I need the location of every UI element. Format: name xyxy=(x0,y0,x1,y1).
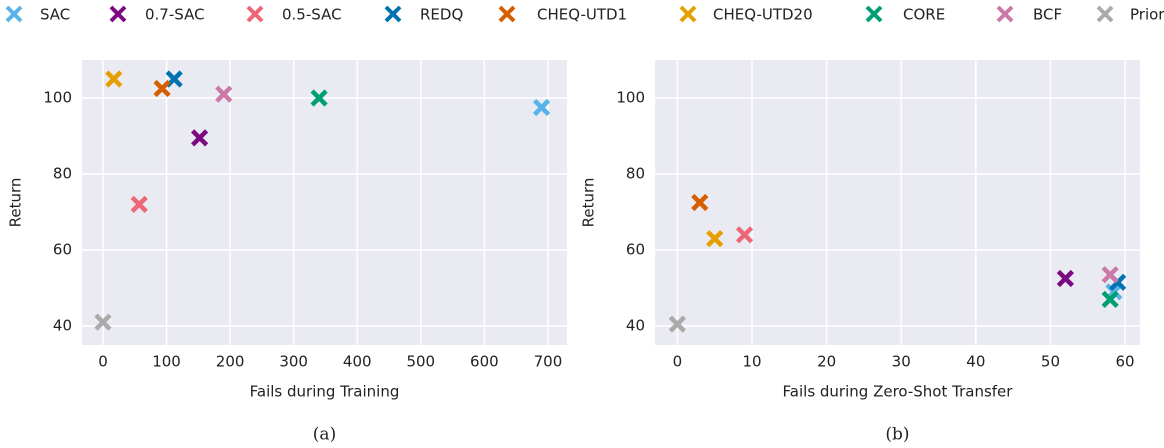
x-tick-label: 10 xyxy=(742,353,761,371)
point xyxy=(105,70,123,88)
caption: (a) xyxy=(313,425,336,445)
x-tick-label: 600 xyxy=(470,353,499,371)
legend-marker xyxy=(679,5,697,23)
legend-marker xyxy=(246,5,264,23)
point xyxy=(668,315,686,333)
point xyxy=(310,89,328,107)
x-tick-label: 30 xyxy=(892,353,911,371)
legend-marker xyxy=(498,5,516,23)
plot-area xyxy=(82,60,567,345)
legend-label: 0.7-SAC xyxy=(145,6,205,24)
legend-label: CHEQ-UTD1 xyxy=(537,6,627,24)
y-tick-label: 60 xyxy=(626,241,645,259)
legend-marker xyxy=(1096,5,1114,23)
x-axis-label: Fails during Training xyxy=(250,383,400,401)
y-tick-label: 100 xyxy=(43,89,72,107)
point xyxy=(735,226,754,244)
legend-label: 0.5-SAC xyxy=(282,6,342,24)
y-tick-label: 80 xyxy=(626,165,645,183)
legend-marker xyxy=(865,5,883,23)
point xyxy=(691,193,709,212)
x-tick-label: 0 xyxy=(98,353,108,371)
x-tick-label: 60 xyxy=(1116,353,1135,371)
legend-marker xyxy=(384,5,402,23)
y-tick-label: 40 xyxy=(53,317,72,335)
legend-label: BCF xyxy=(1033,6,1062,24)
y-tick-label: 40 xyxy=(626,317,645,335)
y-tick-label: 60 xyxy=(53,241,72,259)
plot-area xyxy=(655,60,1140,345)
y-tick-label: 100 xyxy=(616,89,645,107)
point xyxy=(153,79,171,98)
point xyxy=(94,313,112,331)
point xyxy=(1101,290,1119,308)
legend-label: Prior xyxy=(1130,6,1164,24)
point xyxy=(1101,266,1119,284)
legend-label: SAC xyxy=(40,6,70,24)
point xyxy=(215,85,233,103)
legend-marker xyxy=(109,5,127,23)
x-tick-label: 300 xyxy=(279,353,308,371)
point xyxy=(532,98,551,117)
legend-marker xyxy=(5,5,23,23)
legend-marker xyxy=(996,5,1014,23)
x-tick-label: 20 xyxy=(817,353,836,371)
point xyxy=(191,129,209,147)
caption: (b) xyxy=(885,425,909,445)
legend-label: CORE xyxy=(903,6,945,24)
y-axis-label: Return xyxy=(580,178,598,228)
y-tick-label: 80 xyxy=(53,165,72,183)
point xyxy=(706,230,724,248)
x-tick-label: 50 xyxy=(1041,353,1060,371)
x-tick-label: 500 xyxy=(406,353,435,371)
point xyxy=(130,195,148,213)
x-tick-label: 700 xyxy=(534,353,563,371)
legend-label: REDQ xyxy=(420,6,463,24)
y-axis-label: Return xyxy=(7,178,25,228)
x-tick-label: 200 xyxy=(216,353,245,371)
x-axis-label: Fails during Zero-Shot Transfer xyxy=(783,383,1014,401)
x-tick-label: 0 xyxy=(673,353,683,371)
x-tick-label: 100 xyxy=(152,353,181,371)
point xyxy=(1056,269,1074,288)
legend-label: CHEQ-UTD20 xyxy=(713,6,813,24)
x-tick-label: 40 xyxy=(966,353,985,371)
x-tick-label: 400 xyxy=(343,353,372,371)
